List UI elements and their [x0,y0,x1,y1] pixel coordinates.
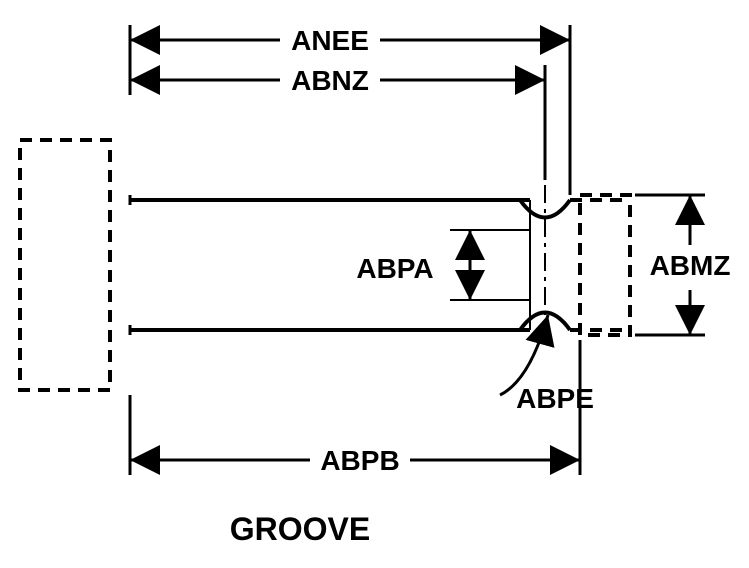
diagram-title: GROOVE [230,511,370,547]
right-phantom-rect [580,195,630,335]
label-abpb: ABPB [320,445,399,476]
label-anee: ANEE [291,25,369,56]
label-abpa: ABPA [356,253,433,284]
label-abmz: ABMZ [650,250,731,281]
label-abnz: ABNZ [291,65,369,96]
label-abpe: ABPE [516,383,594,414]
left-phantom-rect [20,140,110,390]
technical-diagram: ANEE ABNZ ABPA ABMZ ABPE ABPB GROOVE [0,0,749,568]
